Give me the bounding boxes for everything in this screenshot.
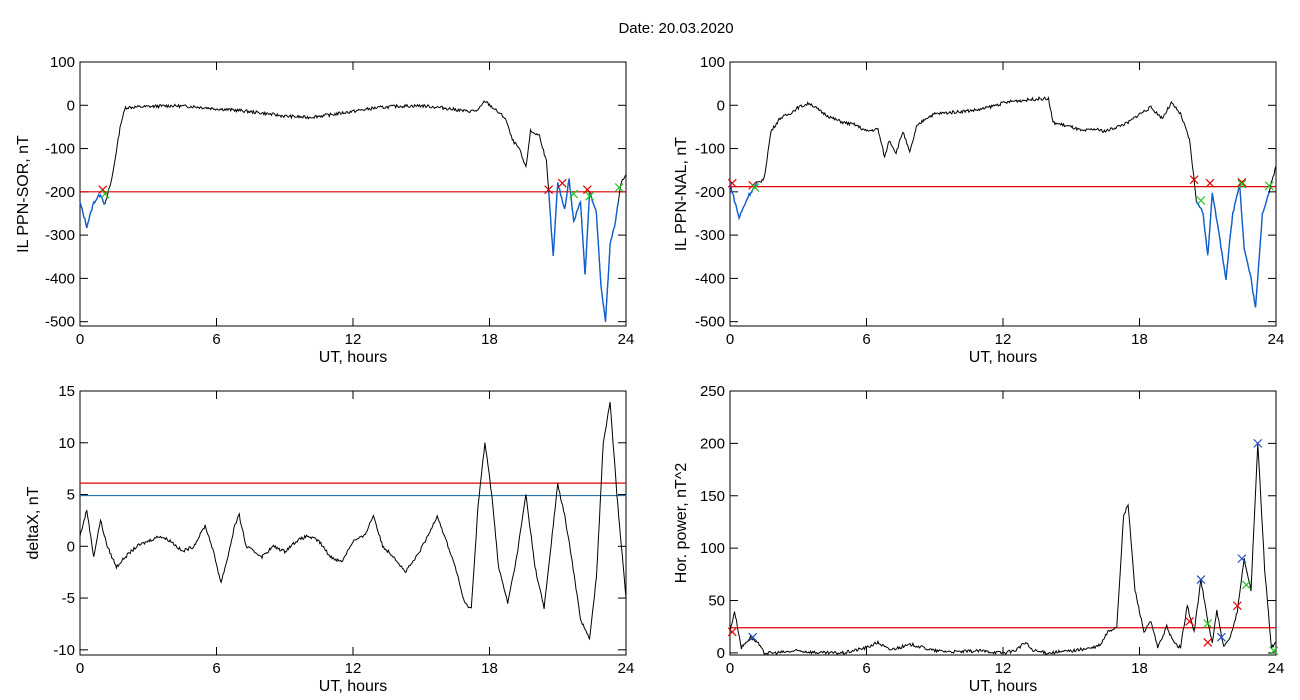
y-tick-label: -300 [45,227,75,244]
series-line [79,401,627,641]
data-marker [1242,580,1251,590]
x-tick-label: 24 [618,660,635,677]
y-tick-label: -10 [53,642,75,659]
data-marker [98,185,108,195]
data-marker [1196,575,1206,584]
y-tick-label: -5 [62,590,75,607]
data-marker [1237,554,1247,564]
y-tick-label: 100 [700,54,725,71]
x-tick-label: 24 [618,331,635,348]
plot-frame [729,390,1277,656]
x-axis-label: UT, hours [969,349,1037,366]
data-marker [750,183,760,192]
y-tick-label: -100 [695,141,725,158]
data-marker [544,185,554,195]
data-marker [1205,178,1215,188]
data-marker [1185,617,1194,626]
x-axis-label: UT, hours [319,349,387,366]
plot-frame [79,390,627,656]
x-tick-label: 12 [345,331,362,348]
y-tick-label: -200 [45,184,75,201]
series-line [729,96,1277,308]
x-tick-label: 6 [212,331,220,348]
y-tick-label: -400 [695,270,725,287]
data-marker [1216,632,1226,642]
data-marker [1196,196,1206,205]
x-tick-label: 12 [995,331,1012,348]
data-marker [569,189,579,199]
y-tick-label: 50 [708,593,725,610]
y-tick-label: -300 [695,227,725,244]
chart-panel-bottom-left: 0 6 12 18 24 15 10 5 0 -5 -10 UT, hours deltaX, nT [25,383,634,695]
x-tick-label: 6 [212,660,220,677]
data-marker [614,183,624,192]
x-tick-label: 0 [726,331,734,348]
data-marker [1203,619,1213,628]
data-marker [727,178,737,188]
data-marker [585,191,595,201]
chart-panel-top-left: 0 6 12 18 24 100 0 -100 -200 -300 -400 -500 UT, hour… [15,54,634,366]
x-tick-label: 18 [1131,660,1148,677]
data-marker [1203,638,1213,647]
x-tick-label: 0 [726,660,734,677]
x-tick-label: 18 [481,331,498,348]
highlight-segment [79,193,106,229]
y-axis-label: Hor. power, nT^2 [673,463,690,584]
x-axis-label: UT, hours [969,678,1037,695]
data-marker [1264,181,1274,191]
y-tick-label: 5 [67,487,75,504]
x-tick-label: 0 [76,331,84,348]
data-marker [1189,175,1199,185]
y-tick-label: 15 [58,383,75,400]
y-tick-label: 0 [717,645,725,662]
y-tick-label: 200 [700,435,725,452]
y-tick-label: 0 [717,97,725,114]
y-axis-label: IL PPN-NAL, nT [673,137,690,251]
chart-title: Date: 20.03.2020 [618,20,733,37]
y-tick-label: -400 [45,270,75,287]
y-tick-label: -500 [695,314,725,331]
highlight-segment [1195,183,1270,308]
y-tick-label: 10 [58,435,75,452]
data-marker [727,627,737,637]
y-axis-label: deltaX, nT [25,486,42,559]
x-axis-label: UT, hours [319,678,387,695]
x-tick-label: 18 [1131,331,1148,348]
x-tick-label: 6 [862,660,870,677]
y-tick-label: 100 [50,54,75,71]
y-axis-label: IL PPN-SOR, nT [15,135,32,253]
x-tick-label: 12 [345,660,362,677]
data-marker [1237,179,1247,189]
chart-panel-bottom-right: 0 6 12 18 24 250 200 150 100 50 0 UT, hours Hor. pow… [673,383,1284,695]
series-line [79,100,627,322]
series-line [729,444,1277,656]
y-tick-label: -500 [45,314,75,331]
x-tick-label: 12 [995,660,1012,677]
data-marker [1237,177,1247,187]
x-tick-label: 0 [76,660,84,677]
y-tick-label: 0 [67,538,75,555]
y-tick-label: -200 [695,184,725,201]
y-tick-label: 0 [67,97,75,114]
plot-frame [79,61,627,327]
data-marker [1253,438,1263,448]
y-tick-label: -100 [45,141,75,158]
y-tick-label: 100 [700,540,725,557]
highlight-segment [548,178,620,322]
data-marker [1232,601,1242,611]
x-tick-label: 6 [862,331,870,348]
x-tick-label: 24 [1268,660,1285,677]
data-marker [582,185,592,195]
data-marker [748,632,758,642]
data-marker [1269,646,1279,656]
data-marker [557,178,567,188]
highlight-segment [729,181,758,221]
chart-panel-top-right: 0 6 12 18 24 100 0 -100 -200 -300 -400 -500 UT, hour… [673,54,1284,366]
x-tick-label: 24 [1268,331,1285,348]
y-tick-label: 250 [700,383,725,400]
x-tick-label: 18 [481,660,498,677]
data-marker [100,189,110,199]
y-tick-label: 150 [700,488,725,505]
